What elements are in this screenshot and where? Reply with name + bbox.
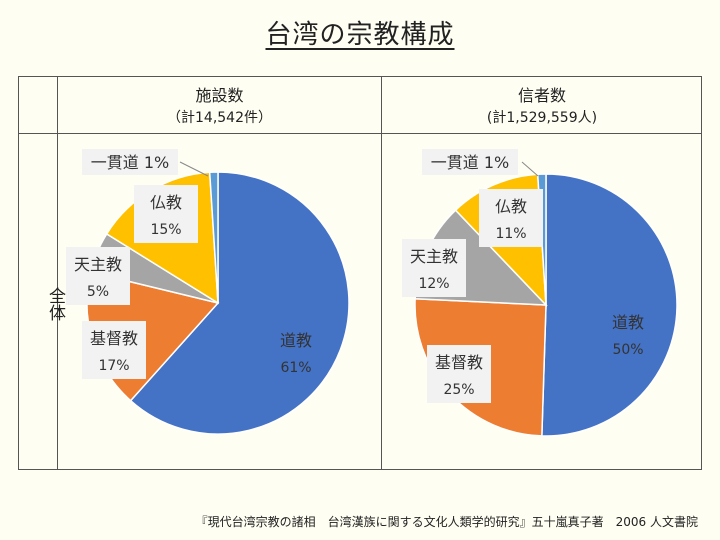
- row-header: 全体: [45, 287, 65, 321]
- label-box: [402, 239, 466, 297]
- label-box: [82, 321, 146, 379]
- slice-label: 一貫道 1%: [431, 153, 509, 172]
- column-header-believers: 信者数 (計1,529,559人): [382, 85, 702, 129]
- column-title: 信者数: [517, 86, 566, 105]
- column-header-facilities: 施設数 （計14,542件）: [58, 85, 381, 129]
- leader-line: [521, 161, 539, 177]
- pie-slice-0: [541, 173, 678, 437]
- label-box: [422, 149, 518, 175]
- grid-divider: [19, 133, 701, 134]
- slice-category-label: 基督教: [435, 353, 483, 372]
- leader-line: [179, 161, 209, 177]
- label-box: [82, 149, 178, 175]
- column-title: 施設数: [195, 86, 244, 105]
- slice-value-label: 50%: [612, 342, 643, 358]
- label-box: [479, 189, 543, 247]
- slice-category-label: 仏教: [150, 193, 182, 212]
- grid-divider: [381, 77, 382, 469]
- slice-value-label: 17%: [98, 358, 129, 374]
- slice-label: 一貫道 1%: [91, 153, 169, 172]
- slice-value-label: 12%: [418, 276, 449, 292]
- slice-category-label: 道教: [280, 331, 312, 350]
- slice-category-label: 天主教: [74, 255, 122, 274]
- column-subtitle: （計14,542件）: [167, 110, 272, 126]
- column-subtitle: (計1,529,559人): [486, 110, 598, 126]
- label-box: [134, 185, 198, 243]
- slice-value-label: 25%: [443, 382, 474, 398]
- label-box: [427, 345, 491, 403]
- table-grid: 施設数 （計14,542件） 信者数 (計1,529,559人) 全体: [18, 76, 702, 470]
- pie-slice-4: [208, 171, 219, 304]
- slice-category-label: 基督教: [90, 329, 138, 348]
- slice-value-label: 15%: [150, 222, 181, 238]
- label-box: [66, 247, 130, 305]
- slice-category-label: 道教: [612, 313, 644, 332]
- slice-value-label: 5%: [87, 284, 109, 300]
- grid-divider: [57, 77, 58, 469]
- page-title: 台湾の宗教構成: [265, 20, 455, 50]
- slice-value-label: 11%: [495, 226, 526, 242]
- pie-slice-0: [129, 171, 350, 435]
- source-citation: 『現代台湾宗教の諸相 台湾漢族に関する文化人類学的研究』五十嵐真子著 2006 …: [195, 515, 698, 529]
- slice-category-label: 仏教: [495, 197, 527, 216]
- slice-category-label: 天主教: [410, 247, 458, 266]
- slice-value-label: 61%: [280, 360, 311, 376]
